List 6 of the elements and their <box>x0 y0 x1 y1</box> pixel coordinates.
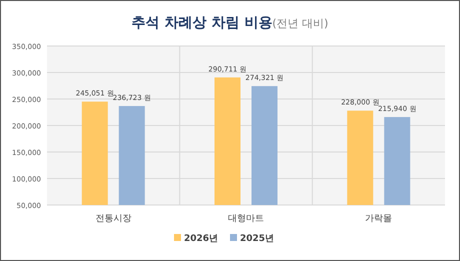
x-tick-label: 대형마트 <box>228 214 264 224</box>
x-tick-label: 전통시장 <box>95 214 132 224</box>
legend-label: 2025년 <box>240 234 274 244</box>
x-tick-label: 가락몰 <box>365 214 392 224</box>
chart-title: 추석 차례상 차림 비용(전년 대비) <box>132 15 328 31</box>
legend-label: 2026년 <box>184 234 218 244</box>
